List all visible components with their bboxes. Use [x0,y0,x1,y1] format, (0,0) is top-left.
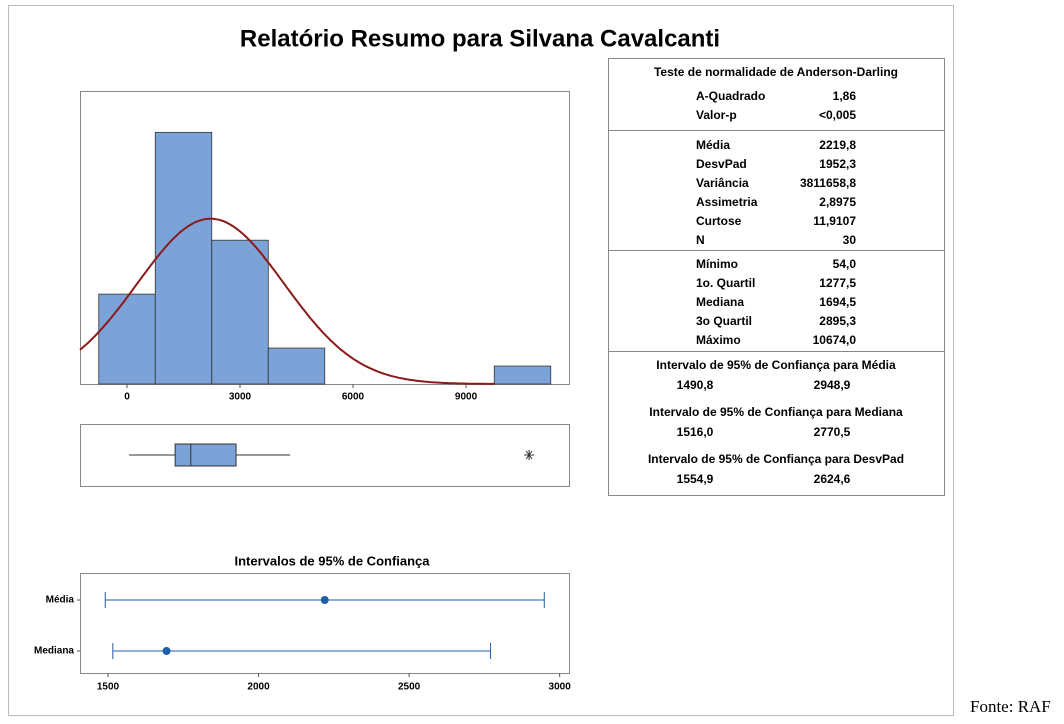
interval-title: Intervalo de 95% de Confiança para Média [656,358,896,372]
row-label: 1o. Quartil [696,276,755,290]
row-label: Variância [696,176,749,190]
row-value: 54,0 [833,257,857,271]
bar [493,365,552,385]
bar [154,131,213,385]
x-tick-label: 2500 [398,682,421,693]
row-value: <0,005 [819,108,856,122]
row-label: Valor-p [696,108,737,122]
interval-high: 2948,9 [814,378,851,392]
row-label: Curtose [696,214,742,228]
row-label: Assimetria [696,195,758,209]
row-value: 2,8975 [819,195,856,209]
row-value: 2895,3 [819,314,856,328]
x-tick-label: 9000 [455,392,478,403]
interval-high: 2624,6 [814,472,851,486]
row-label: A-Quadrado [696,89,765,103]
row-label: Média [696,138,730,152]
interval-high: 2770,5 [814,425,851,439]
bar [267,347,326,385]
x-tick-label: 3000 [549,682,572,693]
row-label: 3o Quartil [696,314,752,328]
outlier [524,450,535,460]
x-tick-label: 3000 [229,392,252,403]
row-value: 30 [843,233,857,247]
box [174,443,237,467]
ci-title: Intervalos de 95% de Confiança [234,553,430,568]
row-value: 1277,5 [819,276,856,290]
table-title: Teste de normalidade de Anderson-Darling [654,65,898,79]
interval-low: 1554,9 [677,472,714,486]
point [162,647,171,655]
row-value: 3811658,8 [800,176,856,190]
row-label: Mínimo [696,257,738,271]
interval-title: Intervalo de 95% de Confiança para DesvP… [648,452,904,466]
row-value: 1952,3 [819,157,856,171]
y-tick-label: Mediana [34,646,74,657]
stats-frame [608,58,945,496]
x-tick-label: 0 [124,392,130,403]
bar [98,293,156,385]
interval-low: 1490,8 [677,378,714,392]
hist-frame [80,91,570,385]
row-label: DesvPad [696,157,747,171]
report-title: Relatório Resumo para Silvana Cavalcanti [240,25,720,52]
row-label: Máximo [696,333,741,347]
box-frame [80,424,570,487]
source: Fonte: RAF [970,697,1051,716]
bar [211,239,269,385]
point [320,596,329,604]
x-tick-label: 2000 [247,682,270,693]
row-value: 10674,0 [813,333,857,347]
row-label: N [696,233,705,247]
frame [8,5,954,716]
row-value: 2219,8 [819,138,856,152]
row-value: 11,9107 [813,214,856,228]
interval-low: 1516,0 [677,425,714,439]
normal-curve [79,217,495,385]
ci-frame [80,573,570,674]
y-tick-label: Média [46,595,75,606]
x-tick-label: 1500 [97,682,120,693]
x-tick-label: 6000 [342,392,365,403]
row-value: 1,86 [833,89,857,103]
row-value: 1694,5 [819,295,856,309]
row-label: Mediana [696,295,744,309]
interval-title: Intervalo de 95% de Confiança para Media… [649,405,903,419]
